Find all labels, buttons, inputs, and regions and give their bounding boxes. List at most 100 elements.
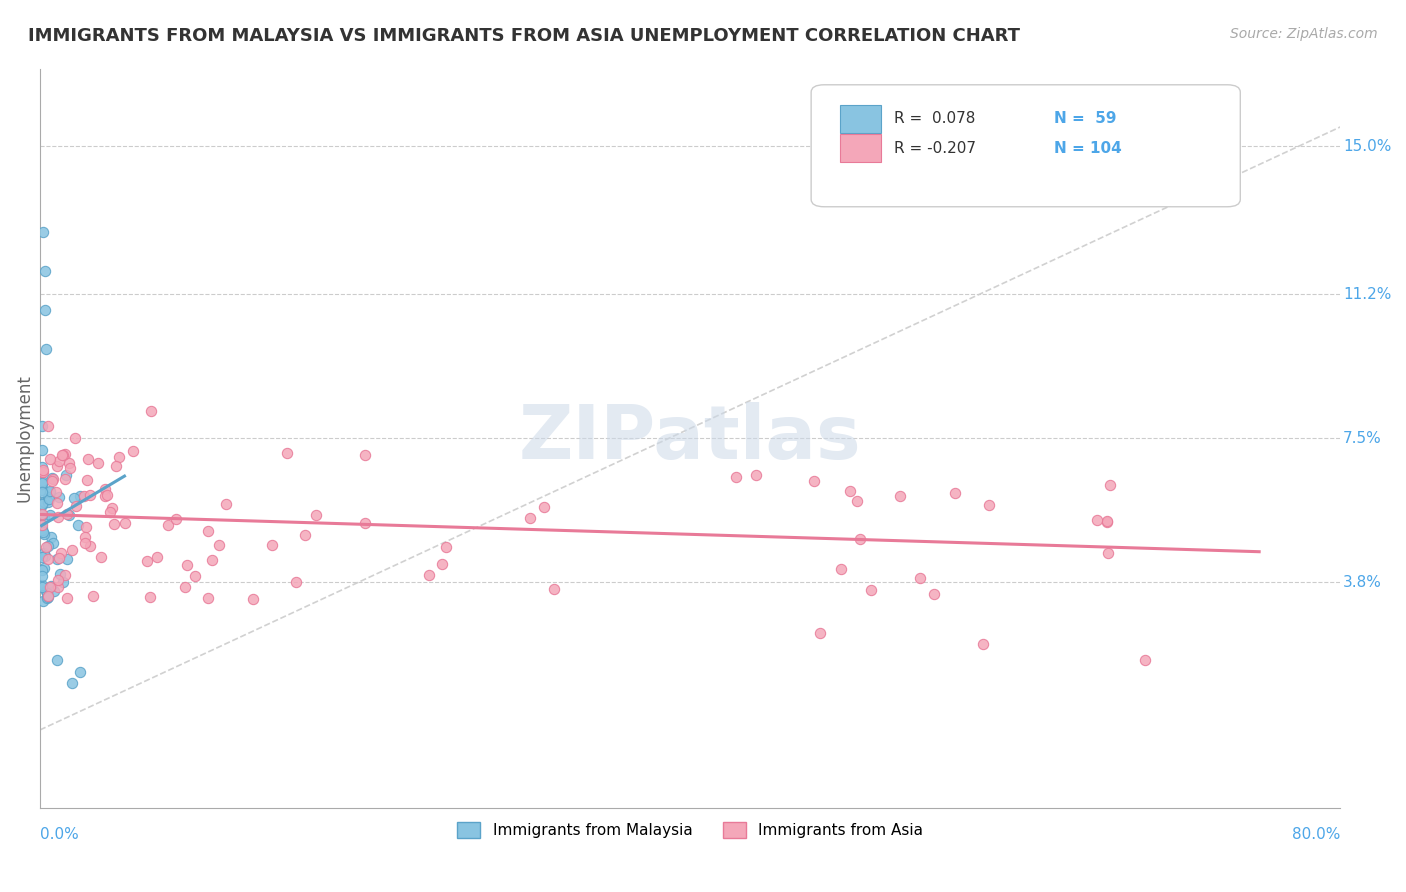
Point xyxy=(73,489,96,503)
Point xyxy=(65,499,87,513)
Point xyxy=(157,518,180,533)
Text: 15.0%: 15.0% xyxy=(1343,139,1392,153)
Point xyxy=(176,558,198,572)
Point xyxy=(846,494,869,508)
Point xyxy=(62,491,84,505)
Point xyxy=(37,539,59,553)
Point xyxy=(31,580,53,594)
Point xyxy=(31,521,53,535)
Point xyxy=(32,527,55,541)
Point xyxy=(31,419,53,434)
Point xyxy=(67,518,90,533)
Point xyxy=(31,524,53,538)
Point xyxy=(34,549,56,564)
Point xyxy=(31,578,53,592)
Point xyxy=(46,580,69,594)
Point xyxy=(31,442,53,457)
Point xyxy=(972,637,994,651)
Point xyxy=(105,459,128,474)
Point xyxy=(37,591,59,605)
Point xyxy=(79,488,101,502)
Point xyxy=(139,404,162,418)
Point xyxy=(59,461,82,475)
Point xyxy=(103,516,125,531)
Point xyxy=(63,431,86,445)
Point xyxy=(96,488,118,502)
Point xyxy=(38,491,60,506)
Point xyxy=(31,508,53,522)
Point xyxy=(838,484,860,499)
Point xyxy=(48,551,70,566)
Point xyxy=(58,508,80,523)
Point xyxy=(294,528,316,542)
Point xyxy=(519,511,541,525)
Point xyxy=(53,447,76,461)
Point xyxy=(31,463,53,477)
Point xyxy=(101,501,124,516)
Point xyxy=(31,518,53,533)
Text: 11.2%: 11.2% xyxy=(1343,286,1392,301)
Point xyxy=(860,582,883,597)
Point xyxy=(55,467,77,482)
Point xyxy=(543,582,565,596)
Point xyxy=(197,524,219,538)
Point xyxy=(32,546,55,560)
Point xyxy=(58,456,80,470)
Point xyxy=(45,484,67,499)
Point xyxy=(1085,512,1108,526)
Point xyxy=(32,495,55,509)
Point xyxy=(76,451,98,466)
Point xyxy=(39,485,62,500)
Point xyxy=(60,676,83,690)
Point xyxy=(889,489,911,503)
Point xyxy=(56,551,79,566)
Point xyxy=(848,533,870,547)
Point xyxy=(55,591,77,605)
Point xyxy=(31,569,53,583)
Text: IMMIGRANTS FROM MALAYSIA VS IMMIGRANTS FROM ASIA UNEMPLOYMENT CORRELATION CHART: IMMIGRANTS FROM MALAYSIA VS IMMIGRANTS F… xyxy=(28,27,1021,45)
Point xyxy=(201,553,224,567)
Point xyxy=(31,498,53,512)
Point xyxy=(37,419,59,434)
Point xyxy=(69,665,91,679)
Point xyxy=(31,483,53,498)
Point xyxy=(49,567,72,582)
Point xyxy=(803,474,825,488)
Point xyxy=(184,569,207,583)
Point xyxy=(76,474,98,488)
Point xyxy=(48,453,70,467)
Point xyxy=(52,575,75,590)
Point xyxy=(37,495,59,509)
Point xyxy=(31,460,53,475)
Text: 7.5%: 7.5% xyxy=(1343,431,1382,446)
Point xyxy=(434,540,457,554)
Point xyxy=(60,543,83,558)
Point xyxy=(922,587,945,601)
Text: R =  0.078: R = 0.078 xyxy=(894,112,976,127)
Text: 0.0%: 0.0% xyxy=(39,827,79,842)
Point xyxy=(122,444,145,458)
Point xyxy=(1135,653,1157,667)
Text: R = -0.207: R = -0.207 xyxy=(894,141,976,156)
Point xyxy=(39,579,62,593)
Point xyxy=(31,465,53,479)
Point xyxy=(52,448,75,462)
Point xyxy=(744,467,766,482)
Point xyxy=(31,550,53,565)
Point xyxy=(45,496,67,510)
Point xyxy=(45,459,67,474)
Point xyxy=(1095,516,1118,530)
Y-axis label: Unemployment: Unemployment xyxy=(15,375,32,502)
Point xyxy=(90,549,112,564)
Point xyxy=(94,489,117,503)
Point xyxy=(31,507,53,521)
Point xyxy=(35,342,58,356)
Point xyxy=(174,580,197,594)
Point xyxy=(353,449,375,463)
Bar xyxy=(839,135,882,162)
Point xyxy=(725,469,748,483)
Point xyxy=(51,448,73,462)
Point xyxy=(37,490,59,504)
Point xyxy=(31,594,53,608)
Point xyxy=(32,509,55,524)
